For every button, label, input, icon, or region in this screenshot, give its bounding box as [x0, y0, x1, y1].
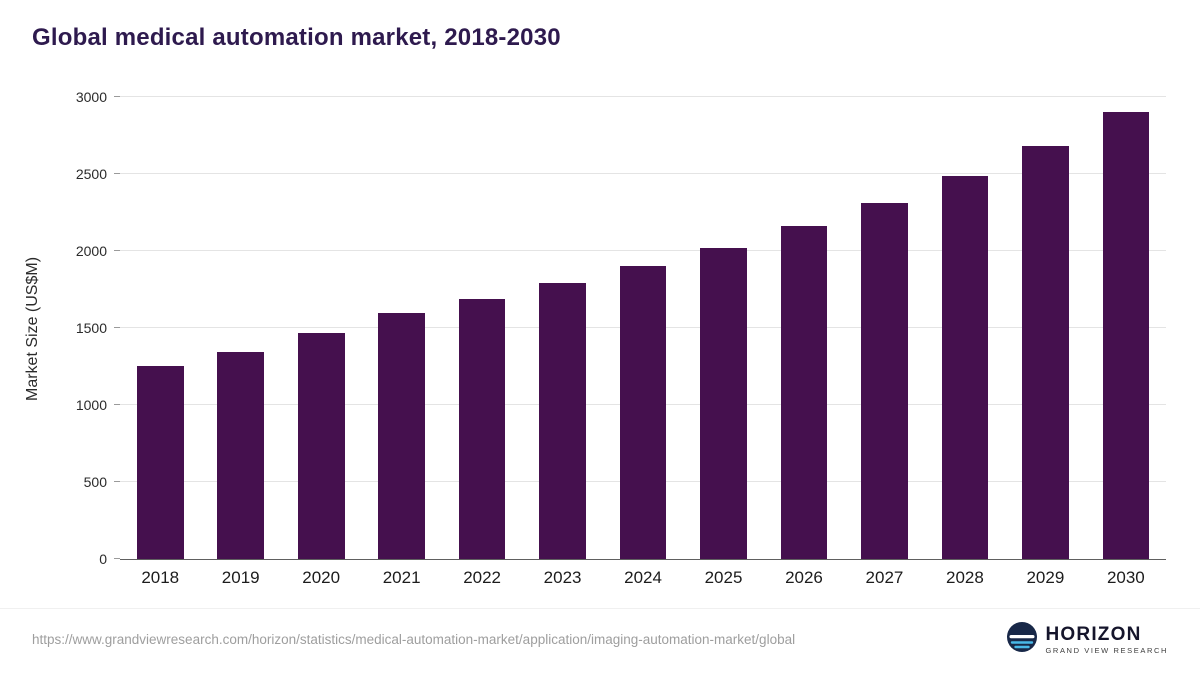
bar-column-2029: [1005, 97, 1085, 559]
bar-column-2026: [764, 97, 844, 559]
bar-2030: [1102, 112, 1150, 559]
gridline-2500: [120, 173, 1166, 174]
footer: https://www.grandviewresearch.com/horizo…: [32, 612, 1168, 667]
bar-2029: [1022, 146, 1069, 559]
x-tick-label-2023: 2023: [543, 568, 582, 587]
x-tick-label-2029: 2029: [1026, 568, 1065, 587]
y-tick-label-0: 0: [99, 551, 107, 567]
bar-column-2024: [603, 97, 683, 559]
bar-column-2022: [442, 97, 522, 559]
horizon-logo-subtitle: GRAND VIEW RESEARCH: [1045, 645, 1168, 655]
bar-2025: [700, 247, 747, 559]
horizon-logo-icon: [1006, 622, 1037, 657]
source-url: https://www.grandviewresearch.com/horizo…: [32, 632, 796, 647]
x-tick-label-2022: 2022: [463, 568, 502, 587]
x-tick-label-2018: 2018: [141, 568, 180, 587]
bar-2028: [941, 175, 989, 559]
chart-title: Global medical automation market, 2018-2…: [32, 24, 561, 51]
bar-2018: [136, 365, 184, 559]
bar-column-2020: [281, 97, 361, 559]
y-tick-mark-500: [114, 481, 120, 483]
x-tick-label-2026: 2026: [785, 568, 823, 587]
bar-2026: [780, 226, 828, 559]
y-tick-label-500: 500: [83, 474, 107, 491]
bar-column-2027: [844, 97, 924, 559]
bar-column-2023: [522, 97, 602, 559]
y-tick-mark-2500: [114, 173, 120, 174]
bar-2027: [861, 203, 908, 559]
x-tick-label-2027: 2027: [865, 568, 904, 587]
bar-column-2028: [925, 97, 1005, 559]
x-tick-label-2021: 2021: [382, 568, 421, 587]
bar-2022: [458, 298, 506, 559]
x-tick-label-2028: 2028: [946, 568, 984, 587]
y-tick-label-3000: 3000: [75, 89, 107, 105]
plot-area: 0 500 1000 1500 2000 2500 3000: [76, 89, 1166, 567]
x-tick-label-2024: 2024: [624, 568, 662, 587]
horizon-logo-name: HORIZON: [1045, 623, 1142, 645]
y-tick-label-1000: 1000: [75, 397, 107, 414]
x-tick-label-2025: 2025: [704, 568, 743, 587]
bar-column-2021: [361, 97, 441, 559]
horizon-logo: HORIZON GRAND VIEW RESEARCH: [1006, 622, 1169, 657]
x-tick-label-2019: 2019: [221, 568, 260, 587]
bar-column-2030: [1086, 97, 1166, 559]
bar-column-2019: [200, 97, 280, 559]
y-tick-label-2000: 2000: [75, 243, 107, 260]
x-tick-label-2020: 2020: [302, 568, 341, 587]
y-tick-mark-0: [114, 558, 120, 559]
bar-2024: [619, 266, 667, 559]
y-tick-mark-3000: [114, 96, 120, 97]
y-tick-mark-2000: [114, 250, 120, 252]
bar-2020: [297, 333, 345, 559]
bar-2019: [217, 351, 265, 559]
y-axis-label: Market Size (US$M): [24, 256, 41, 401]
y-tick-mark-1500: [114, 327, 120, 328]
bar-column-2025: [683, 97, 763, 559]
x-tick-label-2030: 2030: [1106, 568, 1145, 587]
footer-divider: [0, 608, 1200, 609]
horizon-logo-text: HORIZON GRAND VIEW RESEARCH: [1045, 623, 1169, 655]
gridline-3000: [120, 96, 1166, 97]
bar-series: [120, 97, 1166, 559]
bar-column-2018: [120, 97, 200, 559]
bar-2021: [378, 313, 425, 559]
y-tick-label-1500: 1500: [75, 320, 107, 336]
y-tick-mark-1000: [114, 404, 120, 406]
bar-2023: [539, 283, 586, 559]
y-tick-label-2500: 2500: [75, 166, 107, 182]
x-axis-labels: 2018 2019 2020 2021 2022 2023 2024 2025 2026 2027…: [120, 568, 1166, 588]
gridline-2000: [120, 250, 1166, 252]
